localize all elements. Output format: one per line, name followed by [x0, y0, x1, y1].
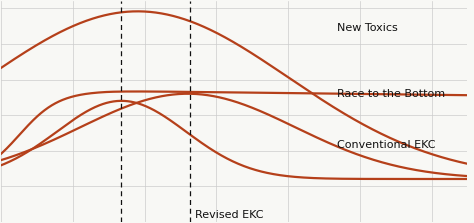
Text: New Toxics: New Toxics [337, 23, 398, 33]
Text: Conventional EKC: Conventional EKC [337, 140, 436, 150]
Text: Revised EKC: Revised EKC [195, 210, 263, 220]
Text: Race to the Bottom: Race to the Bottom [337, 89, 445, 99]
